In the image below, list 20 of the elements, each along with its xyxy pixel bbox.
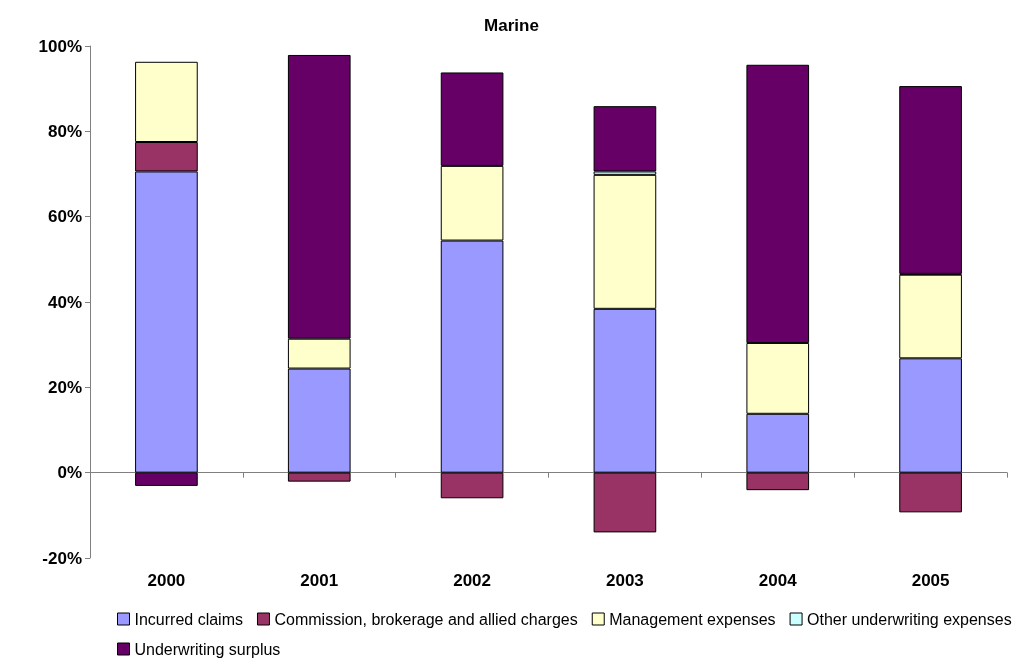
x-tick-label: 2000 [147,571,186,590]
legend-label: Commission, brokerage and allied charges [274,610,578,628]
legend-label: Incurred claims [134,610,243,628]
legend-label: Underwriting surplus [134,640,281,658]
y-tick-label: 0% [57,463,82,483]
x-tick-label: 2003 [606,571,644,590]
x-tick-label: 2005 [911,571,950,590]
y-tick-label: 80% [47,121,82,141]
legend-label: Other underwriting expenses [807,610,1012,628]
x-tick-label: 2004 [758,571,798,590]
x-tick-label: 2002 [453,571,491,590]
x-tick-label: 2001 [300,571,339,590]
bar [593,106,657,172]
y-tick-label: 100% [38,36,82,56]
chart-title: Marine [484,16,539,35]
legend-label: Management expenses [609,610,776,628]
y-tick-label: 40% [47,292,82,312]
y-tick-label: 60% [47,207,82,227]
y-tick-label: 20% [47,377,82,397]
y-tick-label: -20% [42,548,82,568]
